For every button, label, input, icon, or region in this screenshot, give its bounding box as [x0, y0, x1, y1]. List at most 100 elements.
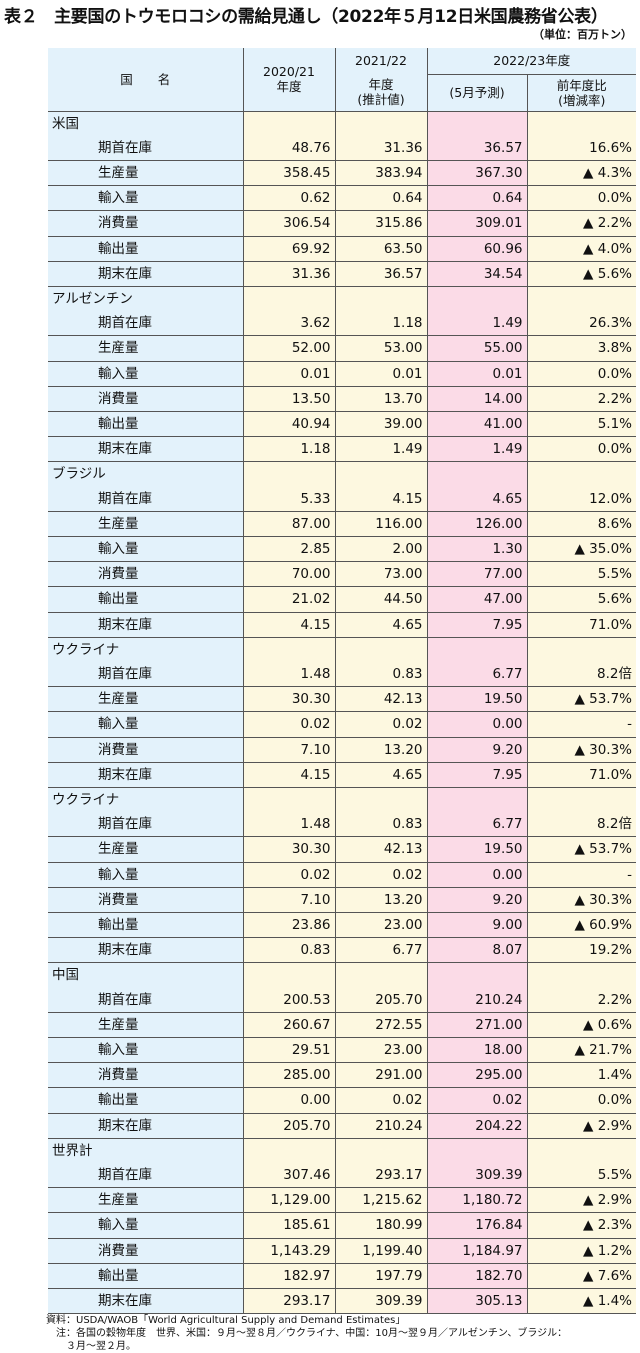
value-cell: 13.70 — [334, 386, 427, 412]
value-cell: 8.6% — [526, 511, 636, 537]
value-cell: 8.07 — [426, 937, 527, 964]
table-row: 輸入量 0.02 0.02 0.00- — [48, 862, 636, 888]
value-cell: ▲ 7.6% — [526, 1263, 636, 1290]
value-cell: 1,215.62 — [334, 1187, 427, 1214]
value-cell: 1,199.40 — [334, 1238, 427, 1264]
empty-cell — [242, 286, 335, 312]
table-row: 生産量 52.00 53.00 55.00 3.8% — [48, 335, 636, 362]
empty-cell — [426, 787, 527, 813]
value-cell: 358.45 — [242, 160, 335, 187]
value-cell: 36.57 — [426, 135, 527, 161]
value-cell: 4.65 — [426, 486, 527, 512]
value-cell: 13.20 — [334, 887, 427, 914]
value-cell: 1,129.00 — [242, 1187, 335, 1214]
value-cell: 19.2% — [526, 937, 636, 964]
value-cell: 0.02 — [242, 862, 335, 888]
source-note: 資料：USDA/WAOB「World Agricultural Supply a… — [46, 1315, 406, 1326]
value-cell: 260.67 — [242, 1012, 335, 1039]
table-row: 消費量 285.00 291.00 295.00 1.4% — [48, 1062, 636, 1089]
value-cell: 63.50 — [334, 236, 427, 262]
row-label: 生産量 — [48, 511, 243, 537]
empty-cell — [334, 461, 427, 487]
table-row: 生産量 87.00 116.00 126.00 8.6% — [48, 511, 636, 537]
table-row: 期末在庫 0.83 6.77 8.07 19.2% — [48, 937, 636, 964]
value-cell: ▲ 60.9% — [526, 912, 636, 939]
value-cell: ▲ 1.4% — [526, 1288, 636, 1315]
value-cell: ▲ 0.6% — [526, 1012, 636, 1039]
value-cell: ▲ 53.7% — [526, 836, 636, 863]
value-cell: 0.02 — [426, 1087, 527, 1114]
value-cell: 1,184.97 — [426, 1238, 527, 1264]
table-row: 生産量 260.67 272.55 271.00 ▲ 0.6% — [48, 1012, 636, 1039]
value-cell: 309.01 — [426, 210, 527, 237]
value-cell: 0.62 — [242, 185, 335, 212]
value-cell: 315.86 — [334, 210, 427, 237]
row-label: 期末在庫 — [48, 1113, 243, 1139]
row-label: 生産量 — [48, 1187, 243, 1214]
value-cell: 126.00 — [426, 511, 527, 537]
table-row: 輸入量 185.61 180.99 176.84 ▲ 2.3% — [48, 1212, 636, 1239]
value-cell: 1.49 — [426, 311, 527, 337]
value-cell: 9.20 — [426, 737, 527, 763]
group-row: 米国 — [48, 111, 636, 136]
value-cell: 71.0% — [526, 762, 636, 788]
empty-cell — [426, 637, 527, 662]
empty-cell — [242, 637, 335, 662]
value-cell: ▲ 1.2% — [526, 1238, 636, 1264]
value-cell: 200.53 — [242, 987, 335, 1013]
row-label: 消費量 — [48, 210, 243, 237]
value-cell: 13.20 — [334, 737, 427, 763]
row-label: 消費量 — [48, 737, 243, 763]
table-row: 輸出量 0.00 0.02 0.02 0.0% — [48, 1087, 636, 1114]
value-cell: 26.3% — [526, 311, 636, 337]
table-row: 期末在庫 1.18 1.49 1.49 0.0% — [48, 436, 636, 463]
value-cell: 23.00 — [334, 1037, 427, 1064]
value-cell: 4.65 — [334, 762, 427, 788]
empty-cell — [242, 962, 335, 988]
row-label: 輸出量 — [48, 1263, 243, 1290]
value-cell: ▲ 35.0% — [526, 536, 636, 563]
value-cell: 34.54 — [426, 261, 527, 287]
value-cell: 176.84 — [426, 1212, 527, 1239]
value-cell: 1,143.29 — [242, 1238, 335, 1264]
value-cell: 60.96 — [426, 236, 527, 262]
empty-cell — [426, 461, 527, 487]
row-label: 期末在庫 — [48, 1288, 243, 1315]
value-cell: 0.02 — [334, 1087, 427, 1114]
value-cell: 367.30 — [426, 160, 527, 187]
row-label: 輸出量 — [48, 236, 243, 262]
row-label: 輸入量 — [48, 185, 243, 212]
value-cell: ▲ 2.9% — [526, 1113, 636, 1139]
value-cell: 6.77 — [426, 661, 527, 688]
value-cell: 182.70 — [426, 1263, 527, 1290]
row-label: 輸出量 — [48, 586, 243, 613]
value-cell: 182.97 — [242, 1263, 335, 1290]
value-cell: 0.00 — [242, 1087, 335, 1114]
value-cell: 5.1% — [526, 411, 636, 438]
empty-cell — [426, 111, 527, 136]
value-cell: 271.00 — [426, 1012, 527, 1039]
value-cell: 0.01 — [242, 361, 335, 387]
row-label: 輸出量 — [48, 411, 243, 438]
value-cell: 18.00 — [426, 1037, 527, 1064]
country-name: 米国 — [48, 111, 243, 136]
value-cell: 73.00 — [334, 561, 427, 588]
row-label: 消費量 — [48, 561, 243, 588]
value-cell: 29.51 — [242, 1037, 335, 1064]
table-row: 期末在庫 31.36 36.57 34.54 ▲ 5.6% — [48, 261, 636, 287]
table-title: 表２ 主要国のトウモロコシの需給見通し（2022年５月12日米国農務省公表） — [4, 7, 608, 27]
country-name: ウクライナ — [48, 637, 243, 662]
table-row: 輸入量 29.51 23.00 18.00 ▲ 21.7% — [48, 1037, 636, 1064]
value-cell: ▲ 2.2% — [526, 210, 636, 237]
value-cell: 116.00 — [334, 511, 427, 537]
value-cell: 12.0% — [526, 486, 636, 512]
value-cell: 285.00 — [242, 1062, 335, 1089]
value-cell: 30.30 — [242, 686, 335, 713]
value-cell: 16.6% — [526, 135, 636, 161]
value-cell: 4.65 — [334, 612, 427, 638]
value-cell: 0.0% — [526, 1087, 636, 1114]
country-name: ブラジル — [48, 461, 243, 487]
empty-cell — [526, 787, 636, 813]
value-cell: 305.13 — [426, 1288, 527, 1315]
table-row: 生産量 30.30 42.13 19.50 ▲ 53.7% — [48, 836, 636, 863]
